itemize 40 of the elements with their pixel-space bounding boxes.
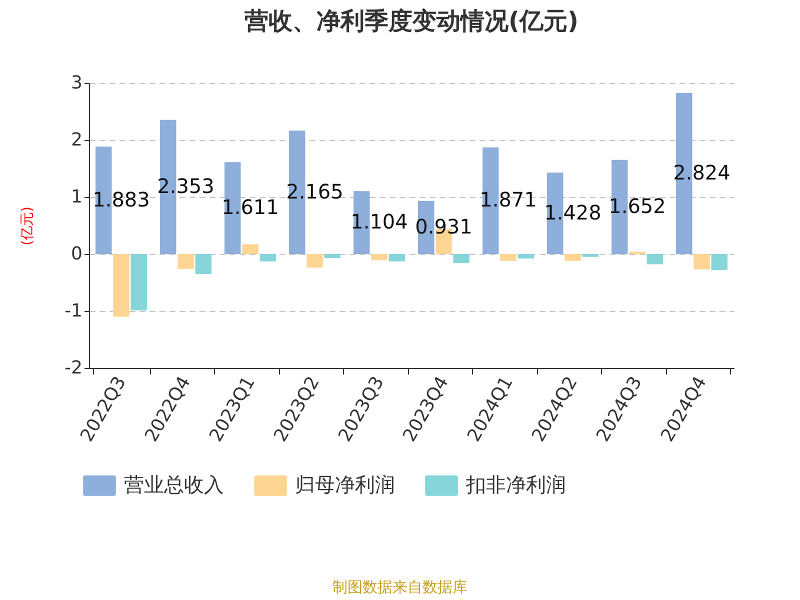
data-label: 2.824 bbox=[673, 160, 730, 185]
bar bbox=[242, 244, 258, 254]
data-label: 2.353 bbox=[157, 174, 214, 198]
bar bbox=[518, 254, 534, 259]
data-label: 1.611 bbox=[222, 195, 279, 220]
data-label: 1.104 bbox=[350, 210, 408, 234]
data-label: 1.871 bbox=[480, 188, 537, 212]
legend-label: 归母净利润 bbox=[295, 472, 395, 497]
y-tick-label: -2 bbox=[64, 358, 82, 378]
bar bbox=[371, 254, 388, 260]
bar bbox=[306, 254, 323, 268]
bar bbox=[711, 254, 728, 270]
y-axis-title: (亿元) bbox=[20, 206, 36, 246]
bar bbox=[646, 254, 663, 264]
bar bbox=[324, 254, 340, 258]
bar bbox=[564, 254, 581, 261]
bar bbox=[178, 254, 194, 269]
bar bbox=[388, 254, 405, 262]
bar bbox=[195, 254, 212, 274]
data-label: 1.428 bbox=[544, 200, 602, 224]
bar bbox=[453, 254, 470, 264]
bar bbox=[113, 254, 130, 317]
y-tick-label: 3 bbox=[71, 72, 82, 94]
y-tick-label: 2 bbox=[71, 130, 82, 150]
bar bbox=[260, 254, 276, 262]
data-label: 2.165 bbox=[286, 179, 344, 204]
y-tick-label: 0 bbox=[71, 244, 82, 264]
bar bbox=[694, 254, 710, 270]
y-tick-label: 1 bbox=[71, 186, 82, 208]
chart-title: 营收、净利季度变动情况(亿元) bbox=[244, 7, 578, 35]
data-label: 1.883 bbox=[92, 187, 150, 212]
data-label: 1.652 bbox=[608, 194, 666, 218]
legend-label: 扣非净利润 bbox=[465, 472, 566, 497]
bar bbox=[130, 254, 147, 310]
data-label: 0.931 bbox=[415, 214, 472, 238]
legend-label: 营业总收入 bbox=[124, 472, 224, 497]
text: 制图数据来自数据库 bbox=[332, 578, 468, 597]
bar bbox=[582, 254, 598, 257]
y-tick-label: -1 bbox=[64, 300, 82, 322]
bar bbox=[500, 254, 516, 261]
